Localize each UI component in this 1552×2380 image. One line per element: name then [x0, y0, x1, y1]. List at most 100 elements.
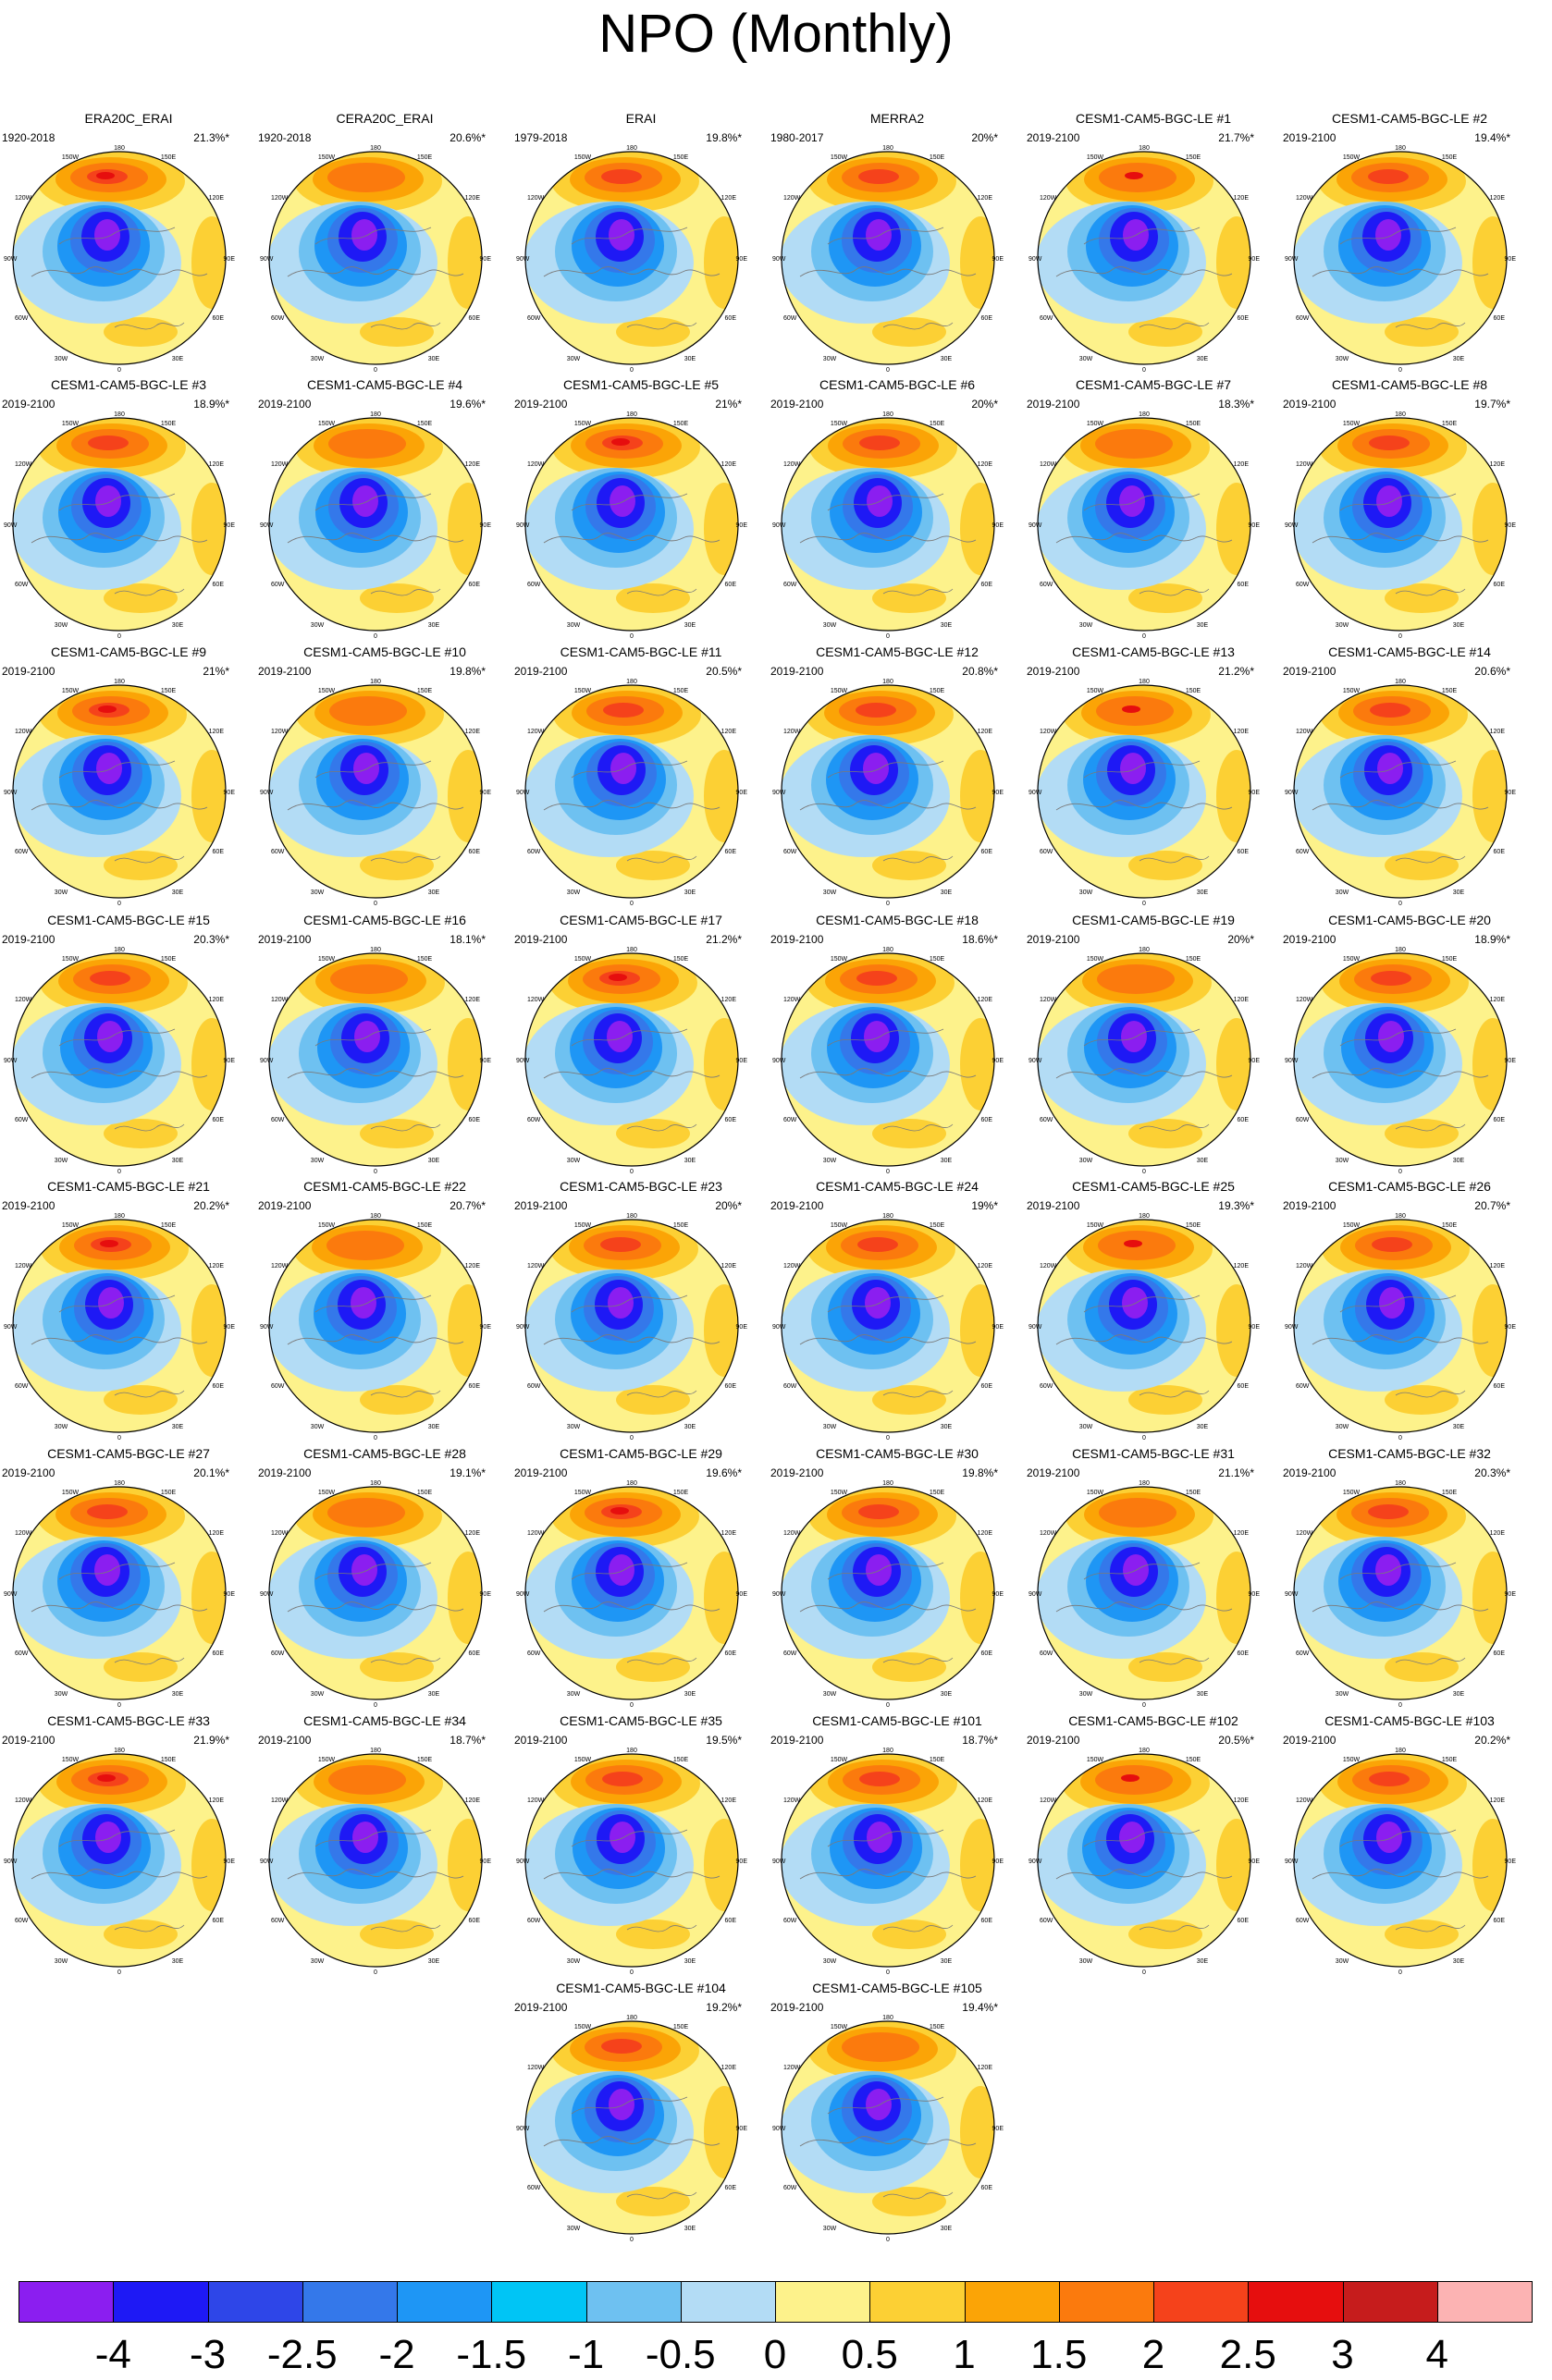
longitude-label: 0: [1142, 367, 1146, 374]
panel-period: 2019-2100: [258, 665, 312, 678]
longitude-label: 90E: [992, 1058, 1004, 1064]
longitude-label: 90W: [1029, 1058, 1042, 1064]
map-panel: CESM1-CAM5-BGC-LE #5 2019-2100 21%* 180 150W…: [512, 377, 770, 641]
map-container: 180 150W 150E 120W 120E 90W 90E 60W 60E 30W 30E 0: [772, 1745, 1004, 1976]
colorbar-tick-label: -2: [378, 2332, 415, 2377]
longitude-label: 30E: [1453, 1691, 1465, 1698]
longitude-label: 120W: [1296, 729, 1313, 735]
longitude-label: 180: [114, 411, 125, 418]
longitude-label: 60E: [725, 849, 737, 855]
longitude-label: 120E: [1490, 195, 1506, 202]
map-panel: CESM1-CAM5-BGC-LE #102 2019-2100 20.5%* 180…: [1025, 1713, 1282, 1977]
longitude-label: 30E: [684, 1958, 696, 1965]
panel-period: 2019-2100: [2, 665, 55, 678]
map-panel: CESM1-CAM5-BGC-LE #34 2019-2100 18.7%* 180 1…: [256, 1713, 513, 1977]
map-container: 180 150W 150E 120W 120E 90W 90E 60W 60E 30W 30E 0: [4, 142, 235, 374]
longitude-label: 180: [626, 679, 637, 685]
longitude-label: 120W: [271, 461, 289, 468]
panel-period: 2019-2100: [514, 1734, 568, 1747]
longitude-label: 120W: [15, 1263, 32, 1270]
longitude-label: 120E: [1234, 461, 1250, 468]
longitude-label: 120E: [721, 461, 737, 468]
longitude-label: 150E: [417, 1490, 433, 1496]
longitude-label: 120E: [209, 461, 225, 468]
polar-map: 180 150W 150E 120W 120E 90W 90E 60W 60E 30W 30E 0: [772, 411, 1004, 640]
map-panel: CESM1-CAM5-BGC-LE #103 2019-2100 20.2%* 180…: [1281, 1713, 1538, 1977]
longitude-label: 30E: [1453, 889, 1465, 896]
map-panel: CESM1-CAM5-BGC-LE #14 2019-2100 20.6%* 180 1…: [1281, 644, 1538, 908]
map-container: 180 150W 150E 120W 120E 90W 90E 60W 60E 30W 30E 0: [516, 1210, 747, 1441]
longitude-label: 60W: [783, 849, 797, 855]
longitude-label: 120W: [1040, 461, 1057, 468]
longitude-label: 120E: [978, 729, 993, 735]
colorbar-tick-label: -2.5: [266, 2332, 338, 2377]
longitude-label: 120W: [1040, 1530, 1057, 1537]
map-panel: CESM1-CAM5-BGC-LE #9 2019-2100 21%* 180 150W…: [0, 644, 257, 908]
polar-map: 180 150W 150E 120W 120E 90W 90E 60W 60E 30W 30E 0: [772, 1748, 1004, 1976]
longitude-label: 60E: [469, 1383, 481, 1390]
map-panel: ERA20C_ERAI 1920-2018 21.3%* 180 150W 150E 120…: [0, 111, 257, 374]
longitude-label: 30E: [941, 1158, 953, 1164]
longitude-label: 120E: [465, 997, 481, 1003]
longitude-label: 60E: [1494, 849, 1506, 855]
longitude-label: 30E: [428, 1158, 440, 1164]
polar-map: 180 150W 150E 120W 120E 90W 90E 60W 60E 30W 30E 0: [260, 145, 491, 374]
longitude-label: 90E: [736, 1324, 747, 1331]
colorbar-swatch: [585, 2281, 682, 2323]
longitude-label: 150W: [62, 688, 80, 694]
longitude-label: 60W: [783, 315, 797, 322]
panel-title: CESM1-CAM5-BGC-LE #10: [303, 644, 466, 659]
longitude-label: 60E: [1494, 1117, 1506, 1123]
panel-title: CESM1-CAM5-BGC-LE #8: [1331, 377, 1488, 392]
panel-period: 2019-2100: [1027, 1199, 1080, 1212]
longitude-label: 150W: [574, 2024, 592, 2030]
panel-variance: 20.3%*: [193, 933, 229, 946]
map-container: 180 150W 150E 120W 120E 90W 90E 60W 60E 30W 30E 0: [1285, 1745, 1516, 1976]
longitude-label: 60W: [783, 1650, 797, 1657]
panel-variance: 19.4%*: [1474, 131, 1510, 144]
panel-title: CESM1-CAM5-BGC-LE #102: [1068, 1713, 1238, 1728]
longitude-label: 120E: [209, 729, 225, 735]
longitude-label: 60E: [725, 1918, 737, 1924]
longitude-label: 90W: [1285, 1058, 1299, 1064]
colorbar-tick-label: -1.5: [456, 2332, 527, 2377]
panel-variance: 20.5%*: [1218, 1734, 1254, 1747]
map-container: 180 150W 150E 120W 120E 90W 90E 60W 60E 30W 30E 0: [772, 1478, 1004, 1709]
panel-variance: 19.8%*: [450, 665, 486, 678]
map-container: 180 150W 150E 120W 120E 90W 90E 60W 60E 30W 30E 0: [516, 142, 747, 374]
longitude-label: 60E: [1238, 582, 1250, 588]
colorbar-swatch: [964, 2281, 1060, 2323]
panel-variance: 21.9%*: [193, 1734, 229, 1747]
longitude-label: 150E: [1442, 956, 1458, 963]
longitude-label: 90W: [4, 522, 18, 529]
longitude-label: 90W: [1285, 1324, 1299, 1331]
longitude-label: 60W: [783, 1918, 797, 1924]
map-container: 180 150W 150E 120W 120E 90W 90E 60W 60E 30W 30E 0: [772, 944, 1004, 1175]
panel-variance: 20.3%*: [1474, 1466, 1510, 1479]
colorbar-swatch: [18, 2281, 115, 2323]
longitude-label: 150W: [831, 1490, 848, 1496]
longitude-label: 30E: [1197, 1691, 1209, 1698]
panel-title: CESM1-CAM5-BGC-LE #103: [1324, 1713, 1495, 1728]
map-panel: MERRA2 1980-2017 20%* 180 150W 150E 120W 120E 90…: [769, 111, 1026, 374]
polar-map: 180 150W 150E 120W 120E 90W 90E 60W 60E 30W 30E 0: [772, 947, 1004, 1175]
longitude-label: 30E: [428, 1424, 440, 1430]
longitude-label: 30W: [1336, 1158, 1349, 1164]
longitude-label: 150W: [62, 1757, 80, 1763]
longitude-label: 120E: [465, 729, 481, 735]
panel-variance: 19.5%*: [706, 1734, 742, 1747]
longitude-label: 150W: [318, 956, 336, 963]
longitude-label: 90E: [224, 1324, 235, 1331]
longitude-label: 0: [117, 1969, 121, 1976]
longitude-label: 180: [1395, 145, 1406, 152]
longitude-label: 60E: [213, 849, 225, 855]
longitude-label: 60E: [213, 1918, 225, 1924]
longitude-label: 90W: [772, 1859, 786, 1865]
longitude-label: 60E: [981, 582, 993, 588]
panel-period: 2019-2100: [514, 1466, 568, 1479]
longitude-label: 150E: [930, 154, 945, 161]
colorbar: [18, 2281, 1533, 2325]
longitude-label: 60E: [981, 1383, 993, 1390]
longitude-label: 180: [882, 679, 893, 685]
longitude-label: 150E: [161, 421, 177, 427]
